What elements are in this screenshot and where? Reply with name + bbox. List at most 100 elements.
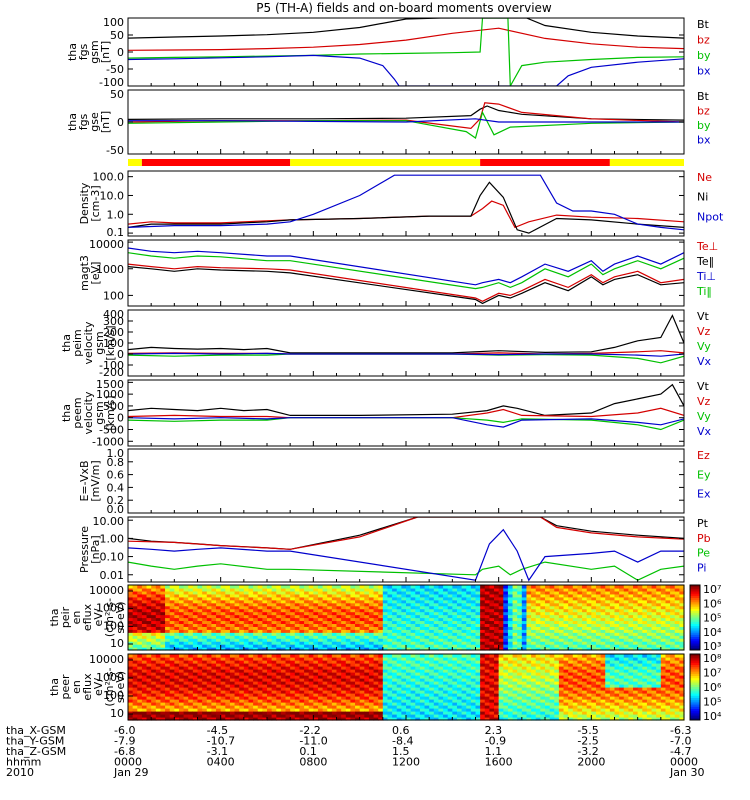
spectrogram-cell: [257, 593, 263, 598]
spectrogram-cell: [595, 593, 602, 598]
spectrogram-cell: [480, 693, 486, 697]
spectrogram-cell: [248, 681, 254, 685]
spectrogram-cell: [341, 708, 347, 712]
spectrogram-cell: [262, 717, 268, 721]
spectrogram-cell: [396, 635, 402, 639]
spectrogram-cell: [183, 599, 189, 604]
mode-bar-segment: [141, 159, 291, 166]
spectrogram-cell: [498, 666, 504, 670]
spectrogram-cell: [443, 693, 449, 697]
spectrogram-cell: [290, 690, 296, 694]
spectrogram-cell: [456, 644, 463, 648]
spectrogram-cell: [410, 644, 416, 648]
spectrogram-cell: [276, 705, 282, 709]
spectrogram-cell: [438, 647, 444, 651]
spectrogram-cell: [313, 590, 319, 595]
spectrogram-cell: [308, 608, 314, 613]
spectrogram-cell: [359, 632, 365, 636]
spectrogram-cell: [387, 717, 393, 721]
spectrogram-cell: [229, 693, 236, 697]
spectrogram-cell: [387, 690, 393, 694]
spectrogram-cell: [234, 696, 240, 700]
spectrogram-cell: [304, 590, 310, 595]
spectrogram-cell: [327, 626, 333, 630]
spectrogram-cell: [359, 617, 365, 622]
spectrogram-cell: [595, 608, 602, 613]
spectrogram-cell: [415, 687, 421, 691]
spectrogram-cell: [595, 587, 602, 592]
spectrogram-cell: [267, 678, 273, 682]
spectrogram-cell: [484, 669, 490, 673]
spectrogram-cell: [257, 585, 263, 589]
spectrogram-cell: [475, 675, 481, 679]
spectrogram-cell: [220, 666, 226, 670]
spectrogram-cell: [563, 620, 569, 625]
spectrogram-cell: [656, 605, 662, 610]
spectrogram-cell: [656, 620, 662, 625]
spectrogram-cell: [586, 626, 592, 630]
spectrogram-cell: [401, 605, 407, 610]
spectrogram-cell: [151, 644, 157, 648]
spectrogram-cell: [507, 696, 514, 700]
spectrogram-cell: [355, 617, 361, 622]
spectrogram-cell: [545, 638, 551, 642]
spectrogram-cell: [220, 596, 226, 601]
spectrogram-cell: [280, 644, 287, 648]
spectrogram-cell: [304, 663, 310, 667]
spectrogram-cell: [494, 696, 500, 700]
spectrogram-cell: [276, 708, 282, 712]
spectrogram-cell: [146, 711, 152, 715]
spectrogram-cell: [466, 690, 472, 694]
spectrogram-cell: [609, 611, 616, 616]
spectrogram-cell: [475, 708, 481, 712]
spectrogram-cell: [331, 654, 338, 658]
spectrogram-cell: [489, 623, 495, 627]
spectrogram-cell: [549, 596, 555, 601]
spectrogram-cell: [438, 681, 444, 685]
spectrogram-cell: [243, 593, 250, 598]
spectrogram-cell: [211, 626, 217, 630]
spectrogram-cell: [285, 632, 291, 636]
spectrogram-cell: [373, 629, 379, 633]
spectrogram-cell: [466, 638, 472, 642]
spectrogram-cell: [623, 587, 629, 592]
spectrogram-cell: [605, 635, 611, 639]
spectrogram-cell: [267, 690, 273, 694]
spectrogram-cell: [248, 654, 254, 658]
spectrogram-cell: [433, 714, 440, 718]
spectrogram-cell: [378, 638, 384, 642]
spectrogram-cell: [494, 693, 500, 697]
spectrogram-cell: [155, 596, 162, 601]
spectrogram-cell: [364, 666, 370, 670]
spectrogram-cell: [313, 611, 319, 616]
spectrogram-cell: [475, 690, 481, 694]
spectrogram-cell: [545, 608, 551, 613]
spectrogram-cell: [591, 638, 597, 642]
spectrogram-cell: [313, 717, 319, 721]
spectrogram-cell: [345, 593, 351, 598]
spectrogram-cell: [456, 684, 463, 688]
spectrogram-cell: [633, 644, 639, 648]
spectrogram-cell: [623, 617, 629, 622]
spectrogram-cell: [290, 638, 296, 642]
spectrogram-cell: [216, 699, 222, 703]
spectrogram-cell: [355, 714, 361, 718]
spectrogram-cell: [141, 638, 148, 642]
spectrogram-cell: [327, 654, 333, 658]
spectrogram-cell: [128, 690, 134, 694]
spectrogram-cell: [151, 611, 157, 616]
spectrogram-cell: [461, 696, 467, 700]
spectrogram-cell: [498, 641, 504, 645]
spectrogram-cell: [229, 672, 236, 676]
spectrogram-cell: [267, 632, 273, 636]
spectrogram-cell: [220, 684, 226, 688]
spectrogram-cell: [424, 702, 430, 706]
spectrogram-cell: [262, 663, 268, 667]
spectrogram-cell: [633, 617, 639, 622]
spectrogram-cell: [220, 696, 226, 700]
spectrogram-cell: [220, 678, 226, 682]
spectrogram-cell: [443, 605, 449, 610]
spectrogram-cell: [290, 587, 296, 592]
spectrogram-cell: [452, 632, 458, 636]
spectrogram-cell: [285, 596, 291, 601]
